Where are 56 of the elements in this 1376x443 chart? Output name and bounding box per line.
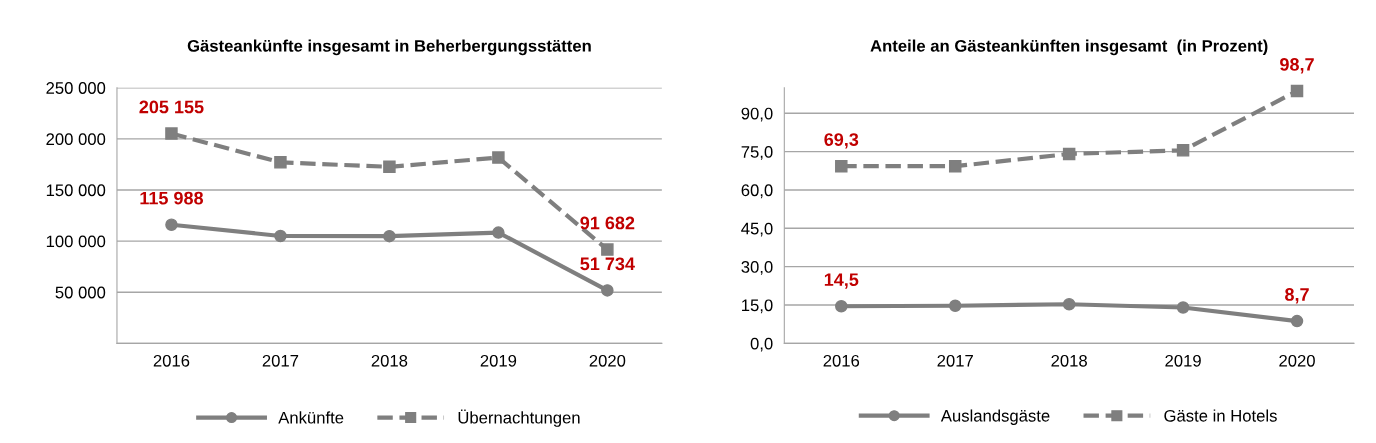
point (383, 229, 396, 243)
x-tick-label: 2020 (589, 354, 626, 367)
y-tick-label: 30,0 (741, 261, 773, 275)
data-label: 51 734 (580, 257, 635, 271)
point (1062, 147, 1076, 161)
point (383, 160, 396, 174)
y-tick-label: 50 000 (55, 286, 106, 299)
legend-label: Übernachtungen (458, 409, 580, 427)
point (1062, 297, 1076, 311)
point (948, 159, 962, 173)
point (1290, 84, 1304, 98)
data-label: 205 155 (139, 100, 204, 114)
point (1176, 301, 1190, 314)
point (1176, 144, 1190, 157)
y-tick-label: 250 000 (46, 82, 106, 94)
y-tick-label: 150 000 (46, 184, 106, 197)
x-tick-label: 2020 (1279, 354, 1315, 367)
x-tick-label: 2018 (371, 354, 408, 367)
point (835, 159, 848, 173)
legend-label: Ankünfte (278, 411, 344, 424)
data-label: 91 682 (580, 216, 635, 230)
y-tick-label: 100 000 (46, 235, 106, 248)
x-tick-label: 2017 (937, 354, 973, 367)
data-label: 115 988 (140, 191, 204, 205)
y-tick-label: 15,0 (742, 299, 773, 314)
point (948, 299, 962, 313)
point (165, 127, 178, 140)
y-tick-label: 60,0 (741, 184, 773, 199)
point (601, 243, 614, 256)
y-tick-label: 90,0 (741, 107, 773, 122)
data-label: 14,5 (824, 273, 859, 289)
point (492, 226, 505, 239)
x-tick-label: 2016 (823, 354, 860, 367)
y-tick-label: 200 000 (46, 133, 106, 146)
x-tick-label: 2018 (1051, 354, 1087, 367)
legend-label: Auslandsgäste (940, 409, 1050, 425)
data-label: 98,7 (1280, 58, 1314, 74)
point (492, 151, 505, 164)
x-tick-label: 2017 (262, 354, 299, 367)
point (274, 156, 287, 169)
data-label: 8,7 (1285, 288, 1309, 304)
point (835, 300, 848, 313)
x-tick-label: 2019 (480, 354, 517, 367)
y-tick-label: 75,0 (741, 146, 773, 160)
x-tick-label: 2019 (1165, 354, 1201, 367)
y-tick-label: 0,0 (750, 337, 773, 352)
legend-label: Gäste in Hotels (1164, 409, 1277, 422)
data-label: 69,3 (824, 133, 859, 149)
y-tick-label: 45,0 (741, 222, 773, 237)
point (601, 284, 614, 297)
chart-title: Anteile an Gästeankünften insgesamt (in Prozent) (870, 39, 1268, 56)
point (1290, 314, 1304, 328)
point (165, 218, 178, 231)
point (274, 229, 287, 243)
x-tick-label: 2016 (153, 354, 190, 367)
chart-title: Gästeankünfte insgesamt in Beherbergungsstätten (187, 39, 591, 56)
